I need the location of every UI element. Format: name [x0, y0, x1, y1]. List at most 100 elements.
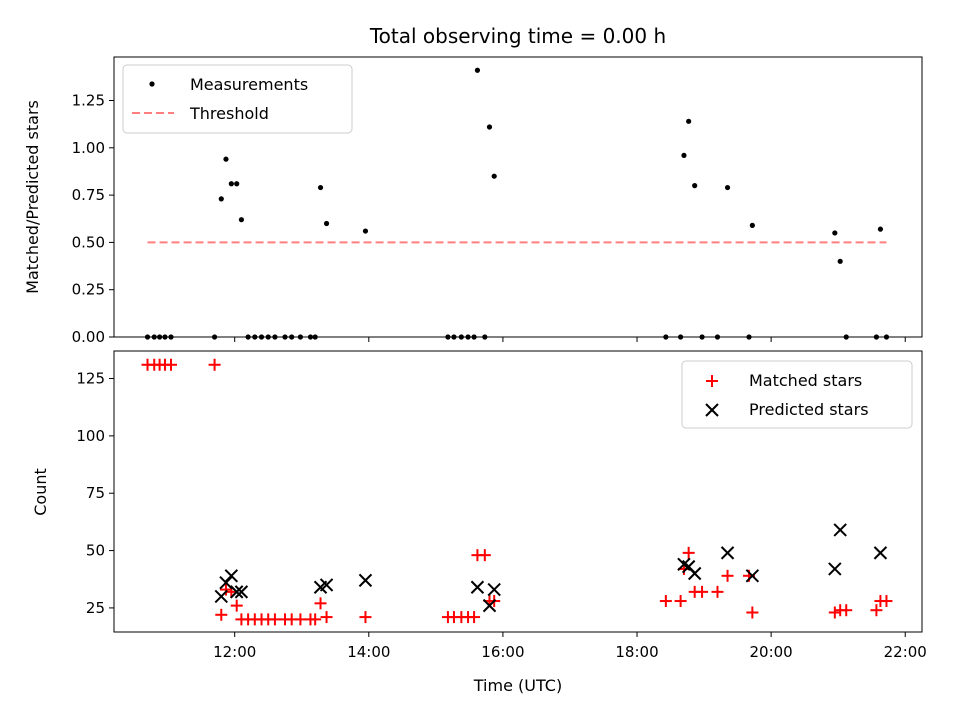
- predicted-star-point: [720, 546, 735, 560]
- matched-star-point: [746, 606, 759, 619]
- legend-measurements-label: Measurements: [190, 75, 308, 94]
- predicted-star-point-b: [745, 569, 760, 583]
- top-y-tick-label: 0.50: [72, 233, 105, 251]
- matched-star-point: [682, 546, 695, 559]
- legend-matched-marker: [706, 375, 718, 387]
- matched-star-point: [359, 611, 372, 624]
- measurement-point: [317, 184, 324, 191]
- measurement-point: [877, 226, 884, 232]
- top-y-tick-label: 1.00: [72, 139, 105, 157]
- matched-star-point: [659, 595, 672, 608]
- predicted-star-point-b: [358, 573, 373, 588]
- top-plot-area: [144, 67, 890, 340]
- top-axes-frame: [113, 56, 923, 338]
- predicted-star-point: [828, 562, 842, 576]
- matched-star-point: [320, 611, 333, 624]
- matched-star-point: [314, 597, 327, 610]
- predicted-star-point-b: [470, 580, 485, 594]
- matched-star-point: [674, 595, 687, 608]
- predicted-star-point-b: [219, 575, 233, 590]
- top-panel: 0.00 0.25 0.50 0.75 1.00 1.25 Matched/Predict…: [23, 56, 923, 346]
- bottom-panel: 25 50 75 100 125 12:00 14:00 16:00 18:00 20:00 22…: [31, 350, 927, 695]
- measurement-point: [474, 67, 481, 73]
- bottom-x-tick-label: 20:00: [750, 643, 793, 661]
- predicted-star-point: [482, 598, 497, 613]
- predicted-star-point-b: [828, 562, 842, 576]
- predicted-star-point: [219, 575, 233, 590]
- predicted-star-point-b: [487, 582, 501, 597]
- predicted-star-point: [230, 585, 244, 599]
- bottom-y-tick-label: 50: [86, 542, 105, 560]
- bottom-x-tick-label: 18:00: [615, 643, 658, 661]
- predicted-star-point: [873, 546, 888, 560]
- bottom-y-ticks: 25 50 75 100 125: [76, 370, 114, 617]
- measurement-point: [491, 173, 497, 179]
- measurement-point: [228, 181, 234, 187]
- matched-star-point: [880, 595, 893, 608]
- predicted-star-point-b: [677, 557, 691, 572]
- legend-predicted-label: Predicted stars: [749, 400, 869, 419]
- predicted-star-point-b: [234, 585, 249, 599]
- matched-star-point: [721, 569, 734, 582]
- top-y-tick-label: 0.00: [72, 328, 105, 346]
- predicted-star-point-b: [720, 546, 735, 560]
- predicted-star-point: [745, 569, 760, 583]
- bottom-legend-box: [681, 360, 913, 429]
- legend-measurements-marker: [149, 81, 155, 87]
- predicted-star-point: [319, 578, 334, 592]
- matched-star-point: [696, 585, 709, 598]
- predicted-star-point-b: [214, 589, 228, 604]
- measurement-point: [724, 184, 731, 191]
- predicted-star-point: [687, 566, 702, 581]
- predicted-star-point-b: [873, 546, 888, 560]
- measurement-point: [362, 228, 369, 234]
- predicted-star-point-b: [230, 585, 244, 599]
- bottom-x-axis-label: Time (UTC): [473, 676, 562, 695]
- predicted-star-point-b: [319, 578, 334, 592]
- bottom-axes-frame: [113, 350, 923, 633]
- top-legend-box: [122, 64, 353, 134]
- top-y-axis-label: Matched/Predicted stars: [23, 100, 42, 294]
- bottom-x-tick-label: 16:00: [481, 643, 524, 661]
- bottom-plot-area: [141, 358, 893, 626]
- matched-star-point: [294, 613, 307, 626]
- predicted-star-point-b: [687, 566, 702, 581]
- top-legend: Measurements Threshold: [122, 64, 353, 134]
- measurement-point: [234, 181, 240, 187]
- matched-star-point: [870, 604, 883, 617]
- predicted-star-point: [224, 569, 239, 583]
- matched-star-point: [840, 604, 853, 617]
- measurement-point: [692, 183, 698, 189]
- bottom-y-axis-label: Count: [31, 468, 50, 516]
- top-x-ticks: [234, 337, 906, 342]
- measurement-point: [749, 222, 755, 228]
- bottom-y-tick-label: 125: [76, 370, 105, 388]
- top-chart-title: Total observing time = 0.00 h: [369, 24, 666, 48]
- predicted-star-point: [833, 523, 847, 537]
- matched-star-point: [478, 549, 491, 562]
- top-y-ticks: 0.00 0.25 0.50 0.75 1.00 1.25: [72, 92, 114, 346]
- measurement-point: [686, 118, 692, 124]
- measurement-point: [323, 220, 330, 227]
- matched-star-point: [468, 611, 481, 624]
- matched-star-point: [230, 599, 243, 612]
- measurement-point: [223, 156, 229, 162]
- legend-threshold-label: Threshold: [189, 104, 269, 123]
- predicted-star-point-b: [681, 559, 696, 574]
- measurement-point: [238, 217, 245, 223]
- bottom-legend: Matched stars Predicted stars: [681, 360, 913, 429]
- matched-star-point: [309, 613, 322, 626]
- measurement-point: [486, 124, 493, 130]
- bottom-x-tick-label: 22:00: [884, 643, 927, 661]
- bottom-y-tick-label: 75: [86, 484, 105, 502]
- matched-star-point: [215, 608, 228, 621]
- predicted-star-point: [487, 582, 501, 597]
- top-y-tick-label: 0.25: [72, 281, 105, 299]
- matched-star-point: [711, 585, 724, 598]
- matched-star-point: [208, 358, 221, 371]
- bottom-x-tick-label: 12:00: [213, 643, 256, 661]
- predicted-star-point-b: [224, 569, 239, 583]
- top-y-tick-label: 0.75: [72, 186, 105, 204]
- top-y-tick-label: 1.25: [72, 92, 105, 110]
